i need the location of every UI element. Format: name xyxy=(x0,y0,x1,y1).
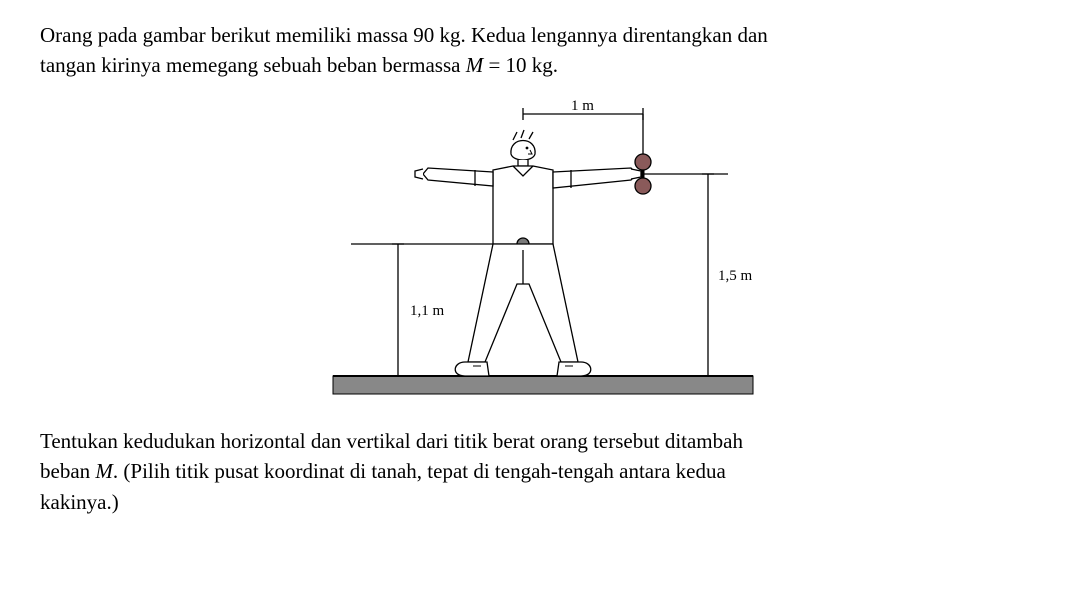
physics-diagram: 1,1 m 1,5 m 1 m xyxy=(313,96,773,406)
question-statement: Tentukan kedudukan horizontal dan vertik… xyxy=(40,426,1045,517)
figure-svg: 1,1 m 1,5 m 1 m xyxy=(313,96,773,406)
problem-line1: Orang pada gambar berikut memiliki massa… xyxy=(40,23,768,47)
problem-line2-prefix: tangan kirinya memegang sebuah beban ber… xyxy=(40,53,466,77)
question-var-M: M xyxy=(95,459,113,483)
problem-var-M: M xyxy=(466,53,484,77)
svg-text:1 m: 1 m xyxy=(571,98,594,114)
svg-text:1,5 m: 1,5 m xyxy=(718,268,753,284)
question-line1: Tentukan kedudukan horizontal dan vertik… xyxy=(40,429,743,453)
question-line3: kakinya.) xyxy=(40,490,119,514)
diagram-container: 1,1 m 1,5 m 1 m xyxy=(40,96,1045,406)
question-line2-prefix: beban xyxy=(40,459,95,483)
problem-statement: Orang pada gambar berikut memiliki massa… xyxy=(40,20,1045,81)
problem-line2-suffix: = 10 kg. xyxy=(483,53,558,77)
svg-text:1,1 m: 1,1 m xyxy=(410,303,445,319)
question-line2-suffix: . (Pilih titik pusat koordinat di tanah,… xyxy=(113,459,726,483)
